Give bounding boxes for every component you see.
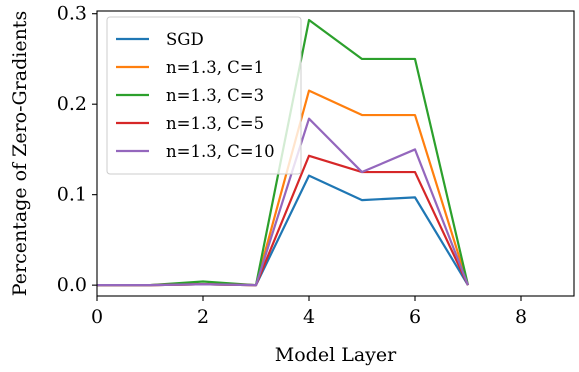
x-tick-label: 6 [409,306,421,328]
series-line-5 [97,117,470,287]
x-axis-label: Model Layer [275,344,397,366]
legend-box [106,16,302,175]
legend-label: n=1.3, C=1 [166,58,264,77]
plot-frame [96,10,575,297]
y-tick-label: 0.0 [57,274,87,296]
legend-label: SGD [166,30,204,49]
x-tick-label: 4 [303,306,315,328]
series-line-1 [97,174,469,287]
legend-label: n=1.3, C=3 [166,86,264,105]
series-line-4 [97,154,469,287]
x-tick-label: 0 [91,306,103,328]
legend: SGD n=1.3, C=1 n=1.3, C=3 n=1.3, C=5 n=1.3, … [106,16,302,175]
y-tick-label: 0.1 [57,184,87,206]
x-tick-label: 8 [515,306,527,328]
y-tick-label: 0.2 [57,93,87,115]
y-axis-ticks: 0.0 0.1 0.2 0.3 [57,3,97,296]
x-axis-ticks: 0 2 4 6 8 [91,296,527,328]
y-tick-label: 0.3 [57,3,87,25]
legend-label: n=1.3, C=5 [166,114,264,133]
x-tick-label: 2 [197,306,209,328]
y-axis-label: Percentage of Zero-Gradients [9,11,31,296]
legend-label: n=1.3, C=10 [166,142,275,161]
